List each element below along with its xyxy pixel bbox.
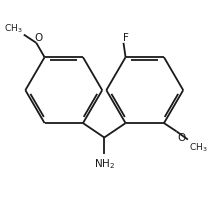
Text: CH$_3$: CH$_3$ (189, 141, 208, 153)
Text: NH$_2$: NH$_2$ (94, 156, 115, 170)
Text: O: O (177, 133, 186, 143)
Text: F: F (123, 33, 128, 43)
Text: CH$_3$: CH$_3$ (4, 22, 23, 34)
Text: O: O (34, 33, 42, 43)
